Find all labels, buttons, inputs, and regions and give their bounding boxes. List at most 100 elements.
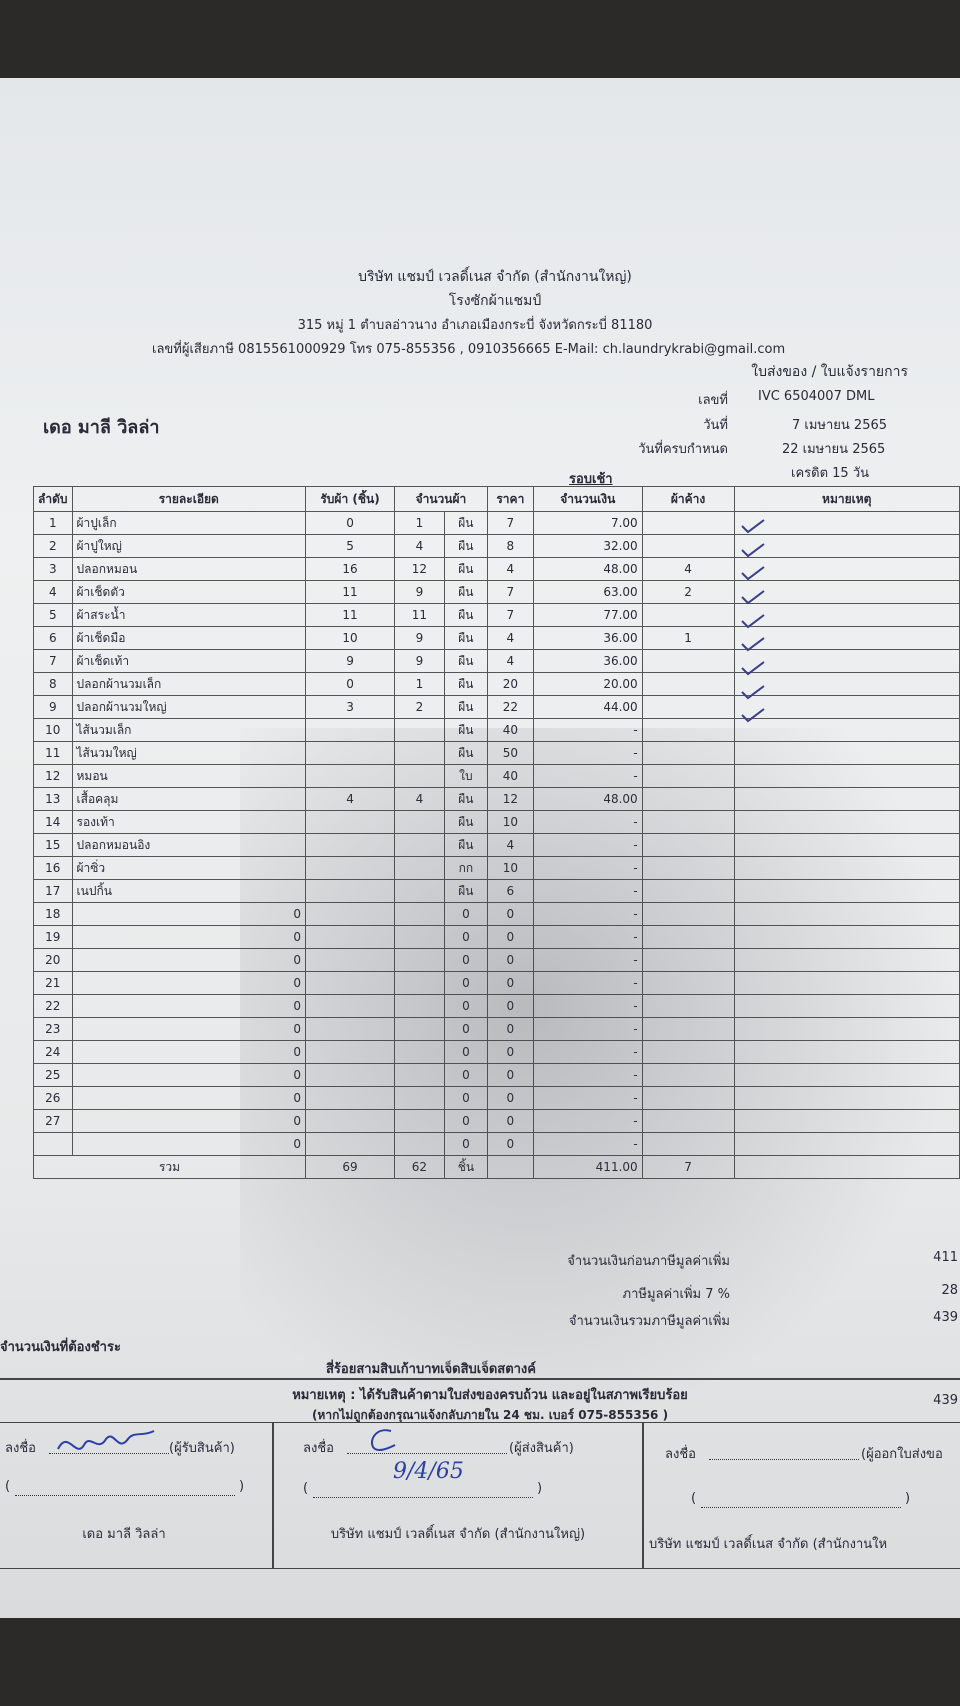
cell	[393, 902, 445, 926]
cell: ผ้าสระน้ำ	[71, 603, 307, 627]
cell: ชิ้น	[443, 1155, 488, 1179]
number-value: IVC 6504007 DML	[758, 389, 875, 404]
contact: เลขที่ผู้เสียภาษี 0815561000929 โทร 075-…	[152, 342, 786, 357]
item-row: 17 เนปกิ้น ผืน 6-	[33, 879, 960, 903]
item-row: 14 รองเท้า ผืน 10-	[33, 810, 960, 834]
check-mark	[741, 685, 765, 700]
cell: 0	[71, 971, 307, 995]
cell	[641, 810, 735, 834]
cell: 0	[443, 925, 488, 949]
remark-cell	[733, 695, 960, 719]
summary-value: 28	[941, 1283, 958, 1298]
sign-role: (ผู้ออกใบส่งขอ	[861, 1447, 943, 1462]
cell	[393, 925, 445, 949]
cell: กก	[443, 856, 488, 880]
note: หมายเหตุ : ได้รับสินค้าตามใบส่งของครบถ้ว…	[292, 1388, 688, 1403]
cell: 0	[71, 948, 307, 972]
remark-cell	[733, 1109, 960, 1133]
cell: 21	[33, 971, 73, 995]
round: รอบเช้า	[569, 472, 613, 487]
summary-label: ภาษีมูลค่าเพิ่ม 7 %	[622, 1287, 730, 1302]
remark-cell	[733, 971, 960, 995]
cell	[305, 810, 395, 834]
cell: 10	[486, 856, 534, 880]
cell: 48.00	[532, 557, 643, 581]
item-row: 27 0 0 0-	[33, 1109, 960, 1133]
header-cell: จำนวนผ้า	[393, 486, 488, 512]
cell: 13	[33, 787, 73, 811]
cell: 12	[486, 787, 534, 811]
cell: 12	[33, 764, 73, 788]
cell: 0	[71, 1017, 307, 1041]
cell	[305, 925, 395, 949]
sign-org: บริษัท แชมป์ เวลดิ์เนส จำกัด (สำนักงานให…	[330, 1527, 586, 1542]
cell: รวม	[32, 1155, 307, 1179]
remark-cell	[733, 879, 960, 903]
cell: รองเท้า	[71, 810, 307, 834]
cell: -	[532, 1063, 643, 1087]
cell: 7	[486, 580, 534, 604]
cell: -	[532, 764, 643, 788]
cell	[305, 1017, 395, 1041]
name-line	[15, 1495, 235, 1496]
cell: -	[532, 856, 643, 880]
cell: ผืน	[443, 879, 488, 903]
item-row: 24 0 0 0-	[33, 1040, 960, 1064]
cell	[393, 879, 445, 903]
remark-cell	[733, 856, 960, 880]
cell: 22	[33, 994, 73, 1018]
item-row: 23 0 0 0-	[33, 1017, 960, 1041]
cell	[641, 1086, 735, 1110]
cell	[393, 1109, 445, 1133]
cell	[641, 649, 735, 673]
cell	[641, 1017, 735, 1041]
remark-cell	[733, 672, 960, 696]
cell: 48.00	[532, 787, 643, 811]
item-row: 2 ผ้าปูใหญ่ 5 4 ผืน 8 32.00	[33, 534, 960, 558]
cell: ปลอกหมอน	[71, 557, 307, 581]
cell: -	[532, 1017, 643, 1041]
cell: 9	[393, 580, 445, 604]
check-mark	[741, 519, 765, 534]
sign-role: (ผู้ส่งสินค้า)	[509, 1441, 574, 1456]
item-row: 21 0 0 0-	[33, 971, 960, 995]
note-sub: (หากไม่ถูกต้องกรุณาแจ้งกลับภายใน 24 ชม. …	[311, 1408, 669, 1422]
cell	[305, 1040, 395, 1064]
signature-scrawl	[371, 1429, 396, 1452]
cell: 0	[71, 925, 307, 949]
cell: 0	[71, 1086, 307, 1110]
company-name: บริษัท แชมป์ เวลดิ์เนส จำกัด (สำนักงานให…	[358, 269, 632, 285]
cell: 0	[486, 971, 534, 995]
signature-box: ลงชื่อ (ผู้รับสินค้า) ( ) เดอ มาลี วิลล่…	[0, 1422, 274, 1569]
due-value: 22 เมษายน 2565	[782, 442, 886, 457]
cell: ปลอกผ้านวมใหญ่	[71, 695, 307, 719]
remark-cell	[733, 994, 960, 1018]
item-row: 11 ไส้นวมใหญ่ ผืน 50-	[33, 741, 960, 765]
name-line	[313, 1497, 533, 1498]
due-label: วันที่ครบกำหนด	[638, 442, 728, 457]
sign-label: ลงชื่อ	[665, 1447, 696, 1462]
cell	[305, 879, 395, 903]
cell: 3	[33, 557, 73, 581]
amount-due-value: 439	[933, 1393, 958, 1408]
paren-open: (	[691, 1491, 697, 1506]
cell: 62	[393, 1155, 445, 1179]
cell	[393, 1017, 445, 1041]
summary-value: 439	[933, 1310, 958, 1325]
cell	[305, 948, 395, 972]
remark-cell	[733, 810, 960, 834]
sign-org: บริษัท แชมป์ เวลดิ์เนส จำกัด (สำนักงานให	[649, 1537, 888, 1552]
shop-name: โรงซักผ้าแชมป์	[448, 293, 542, 309]
cell: ปลอกหมอนอิง	[71, 833, 307, 857]
cell: 0	[486, 1086, 534, 1110]
cell: 14	[33, 810, 73, 834]
sign-line	[49, 1453, 169, 1454]
cell	[393, 1132, 445, 1156]
cell	[641, 925, 735, 949]
cell	[641, 948, 735, 972]
credit-term: เครดิต 15 วัน	[791, 466, 869, 481]
cell: 23	[33, 1017, 73, 1041]
cell: -	[532, 925, 643, 949]
cell: 6	[33, 626, 73, 650]
cell: 0	[486, 948, 534, 972]
